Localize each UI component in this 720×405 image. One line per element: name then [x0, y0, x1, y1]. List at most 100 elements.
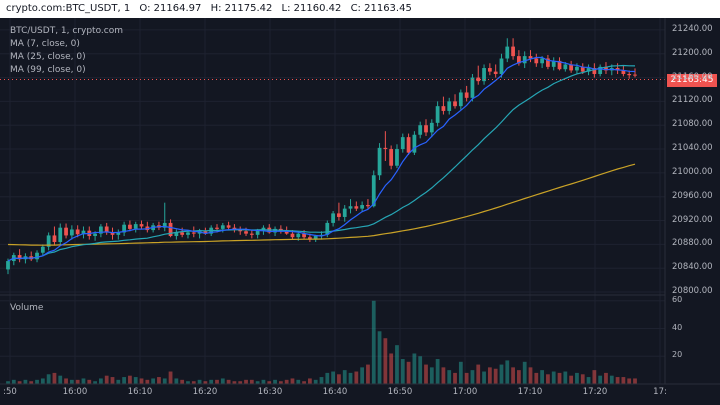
candle [75, 225, 80, 238]
volume-bar [116, 379, 121, 384]
volume-bar [337, 374, 341, 384]
candle [389, 145, 394, 170]
volume-bars [6, 300, 637, 384]
volume-bar [87, 379, 92, 384]
candle-body [458, 92, 463, 107]
candle-body [476, 77, 481, 82]
candle [17, 249, 22, 263]
candle-body [249, 233, 254, 235]
volume-bar [99, 378, 103, 384]
candle-body [400, 137, 405, 150]
volume-bar [145, 379, 150, 384]
candle-body [17, 255, 22, 260]
volume-tick: 40 [672, 322, 683, 332]
candle-body [168, 222, 173, 237]
candle-body [528, 56, 533, 59]
volume-bar [569, 375, 574, 384]
volume-bar [621, 377, 626, 384]
low-value: L: 21160.42 [281, 3, 342, 14]
candle-body [255, 230, 260, 235]
volume-bar [203, 381, 208, 384]
candle-body [569, 64, 574, 71]
volume-bar [586, 377, 591, 384]
candle [238, 226, 243, 235]
candle [180, 227, 185, 238]
legend-title: BTC/USDT, 1, crypto.com [10, 26, 124, 36]
candle [395, 144, 399, 169]
volume-bar [40, 378, 45, 384]
candle [354, 201, 359, 212]
candle [46, 232, 51, 251]
candle [447, 97, 452, 115]
candle [133, 221, 138, 233]
candle-body [586, 68, 591, 72]
candle-body [244, 231, 248, 234]
high-value: H: 21175.42 [210, 3, 273, 14]
volume-bar [64, 378, 68, 384]
price-tick: 21040.00 [672, 143, 713, 154]
volume-bar [458, 361, 463, 384]
candle-body [313, 236, 318, 240]
candle-body [226, 225, 231, 228]
volume-bar [168, 371, 173, 384]
candle [511, 38, 515, 60]
candle-body [308, 237, 312, 240]
candle-body [540, 58, 544, 64]
candle-body [453, 101, 457, 107]
candle [69, 225, 74, 240]
candle [493, 64, 498, 78]
volume-bar [604, 372, 608, 384]
price-tick: 21160.00 [672, 71, 713, 82]
volume-bar [238, 381, 243, 384]
volume-bar [308, 378, 312, 384]
candle-body [325, 222, 330, 235]
candlestick-chart[interactable] [0, 18, 720, 405]
volume-bar [441, 367, 446, 384]
open-value: O: 21164.97 [139, 3, 202, 14]
candle-body [505, 46, 510, 59]
volume-bar [93, 381, 97, 384]
candle-body [371, 175, 376, 207]
candle-body [546, 58, 550, 67]
volume-bar [557, 372, 562, 384]
candle-body [215, 227, 219, 229]
candle-body [604, 66, 608, 71]
volume-bar [476, 364, 481, 384]
candle-body [441, 106, 446, 111]
candle-body [99, 226, 103, 234]
candle [586, 64, 591, 76]
volume-bar [435, 359, 440, 384]
candle-body [580, 66, 585, 72]
price-tick: 20920.00 [672, 214, 713, 225]
candle [412, 131, 417, 156]
time-tick: 17:10 [517, 387, 543, 397]
candle [128, 220, 132, 232]
time-tick: 16:30 [257, 387, 283, 397]
volume-tick: 20 [672, 350, 683, 360]
candle [522, 51, 527, 69]
candle-body [296, 233, 301, 238]
candle-body [482, 68, 486, 82]
candle [487, 63, 492, 76]
volume-bar [429, 367, 434, 384]
candle [249, 230, 254, 239]
candle [366, 199, 370, 209]
volume-bar [232, 381, 237, 384]
volume-bar [58, 375, 63, 384]
price-tick: 20840.00 [672, 262, 713, 273]
candle [458, 89, 463, 110]
volume-bar [302, 381, 306, 384]
candle-body [238, 230, 243, 232]
volume-bar [209, 379, 214, 384]
candle [29, 251, 34, 262]
price-tick: 20800.00 [672, 286, 713, 297]
candle-body [64, 227, 68, 236]
candle-body [633, 74, 637, 76]
candle-body [6, 261, 10, 270]
volume-bar [598, 375, 603, 384]
candle-body [220, 225, 225, 229]
volume-bar [296, 379, 301, 384]
candle-body [557, 60, 562, 70]
volume-bar [540, 370, 544, 384]
candle-body [162, 222, 167, 228]
